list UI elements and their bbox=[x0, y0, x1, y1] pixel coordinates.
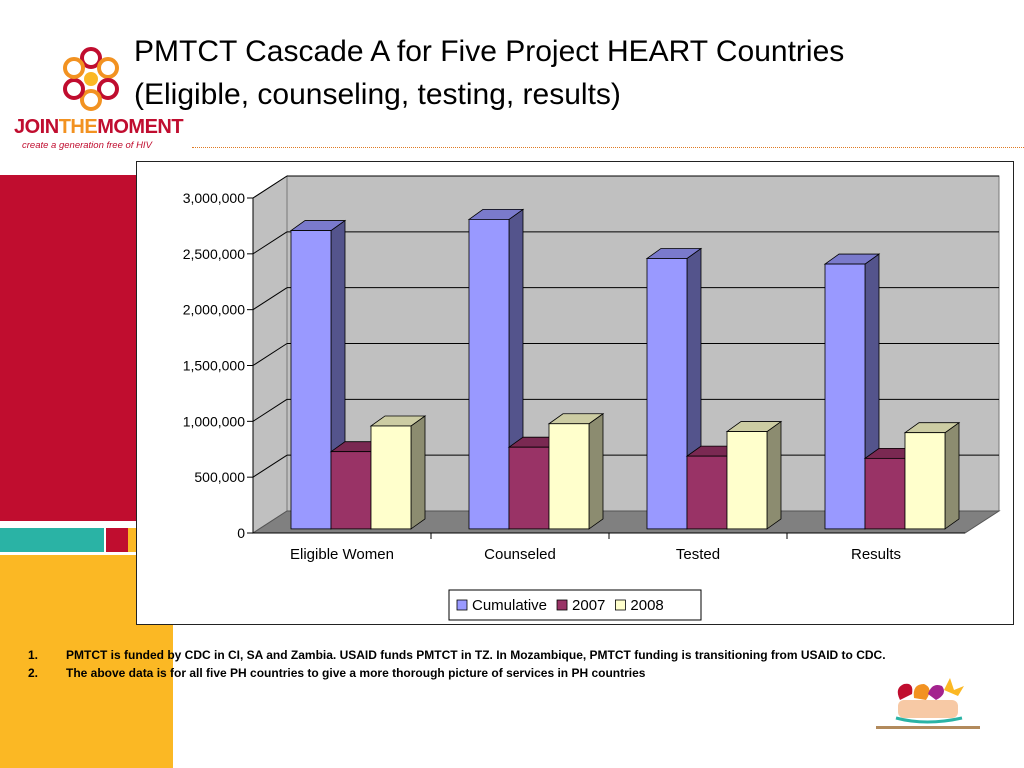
flower-emblem-icon bbox=[63, 47, 119, 111]
bar bbox=[548, 423, 590, 530]
y-tick-label: 500,000 bbox=[194, 469, 245, 485]
logo-wordmark: JOINTHEMOMENT bbox=[14, 116, 184, 138]
bar-side bbox=[944, 421, 960, 530]
legend-label: 2007 bbox=[572, 597, 605, 614]
bar bbox=[904, 432, 946, 530]
bar bbox=[824, 263, 866, 530]
bar-side bbox=[588, 412, 604, 530]
footnote-number: 2. bbox=[28, 666, 39, 680]
bar bbox=[508, 446, 550, 530]
bar bbox=[686, 455, 728, 530]
legend-swatch bbox=[456, 599, 468, 611]
footnote-text: PMTCT is funded by CDC in CI, SA and Zam… bbox=[66, 648, 886, 662]
footnote-text: The above data is for all five PH countr… bbox=[66, 666, 646, 680]
y-tick-label: 3,000,000 bbox=[183, 190, 245, 206]
footnote-number: 1. bbox=[28, 648, 39, 662]
legend-swatch bbox=[615, 599, 626, 611]
footnotes: 1. PMTCT is funded by CDC in CI, SA and Z… bbox=[28, 647, 908, 683]
y-tick-label: 2,000,000 bbox=[183, 302, 245, 318]
gridline-side bbox=[252, 175, 288, 199]
bar-side bbox=[410, 415, 426, 530]
bar bbox=[330, 451, 372, 530]
y-tick-label: 0 bbox=[237, 525, 245, 541]
bar bbox=[726, 431, 768, 530]
footnote-1: 1. PMTCT is funded by CDC in CI, SA and Z… bbox=[28, 647, 908, 663]
legend-label: Cumulative bbox=[472, 597, 547, 614]
bar bbox=[646, 258, 688, 530]
x-tick-label: Counseled bbox=[484, 546, 556, 563]
x-tick-label: Results bbox=[851, 546, 901, 563]
legend bbox=[448, 589, 702, 621]
chart-area: 0 500,000 1,000,000 1,500,000 2,000,000 2,500… bbox=[136, 161, 1014, 625]
title-line-1: PMTCT Cascade A for Five Project HEART C… bbox=[134, 35, 845, 68]
teal-stripe bbox=[0, 528, 104, 552]
foundation-logo-icon bbox=[876, 678, 980, 729]
y-tick-label: 2,500,000 bbox=[183, 246, 245, 262]
left-red-band bbox=[0, 175, 138, 521]
gridline-side bbox=[252, 343, 288, 366]
gridline-side bbox=[252, 287, 288, 311]
gridline-side bbox=[252, 231, 288, 255]
y-tick-label: 1,500,000 bbox=[183, 358, 245, 374]
bar bbox=[468, 219, 510, 530]
y-tick-label: 1,000,000 bbox=[183, 413, 245, 429]
footnote-2: 2. The above data is for all five PH coun… bbox=[28, 665, 908, 681]
legend-label: 2008 bbox=[630, 597, 663, 614]
bar-chart: 0 500,000 1,000,000 1,500,000 2,000,000 2,500… bbox=[183, 175, 1001, 621]
bar bbox=[290, 230, 332, 530]
red-stripe bbox=[106, 528, 128, 552]
bar bbox=[370, 425, 412, 530]
x-tick-label: Tested bbox=[676, 546, 720, 563]
bar-side bbox=[766, 420, 782, 530]
legend-swatch bbox=[556, 599, 568, 611]
yellow-stripe bbox=[128, 528, 138, 552]
bar bbox=[864, 457, 906, 530]
title-divider bbox=[192, 147, 1024, 148]
slide-title: PMTCT Cascade A for Five Project HEART C… bbox=[134, 30, 1014, 116]
gridline-side bbox=[252, 398, 288, 422]
x-tick-label: Eligible Women bbox=[290, 546, 394, 563]
logo-tagline: create a generation free of HIV bbox=[22, 140, 152, 151]
title-line-2: (Eligible, counseling, testing, results) bbox=[134, 78, 621, 111]
gridline-side bbox=[252, 454, 288, 478]
join-the-moment-logo: JOINTHEMOMENT create a generation free o… bbox=[14, 44, 184, 156]
